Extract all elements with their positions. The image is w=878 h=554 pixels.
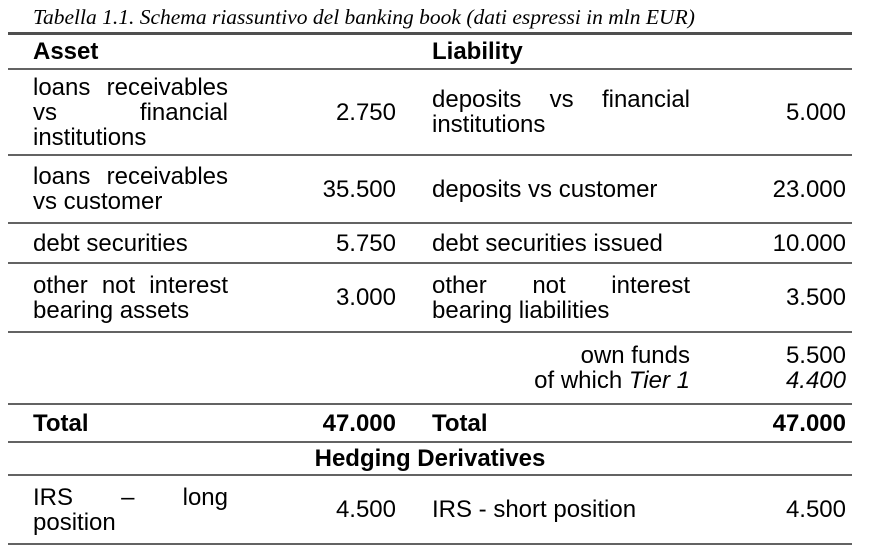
liability-value: 5.000 — [785, 98, 846, 126]
own-funds-label: own funds — [580, 342, 690, 369]
irs-short-label: IRS - short position — [432, 496, 637, 523]
liability-label: deposits vs customer — [432, 175, 658, 203]
table-row: loans receivables vs financial institution… — [8, 70, 852, 156]
total-asset-value: 47.000 — [322, 409, 396, 437]
hedging-row: IRS – long position 4.500 IRS - short pos… — [8, 476, 852, 545]
liability-label: deposits vs financial institutions — [432, 86, 690, 138]
table-row: loans receivables vs customer 35.500 depo… — [8, 156, 852, 224]
banking-book-table: Tabella 1.1. Schema riassuntivo del bank… — [8, 0, 852, 545]
tier1-text: Tier 1 — [628, 367, 690, 394]
irs-long-label: IRS – long position — [33, 483, 228, 536]
table-header-row: Asset Liability — [8, 35, 852, 70]
hedging-derivatives-header: Hedging Derivatives — [314, 445, 546, 472]
irs-short-value: 4.500 — [785, 496, 846, 523]
of-which-tier1-label: of which Tier 1 — [432, 368, 690, 393]
of-which-tier1-value: 4.400 — [785, 367, 846, 394]
asset-value: 3.000 — [335, 284, 396, 311]
column-header-asset: Asset — [33, 38, 99, 65]
table-row: other not interest bearing assets 3.000 o… — [8, 264, 852, 333]
table-row: debt securities 5.750 debt securities is… — [8, 224, 852, 264]
asset-value: 5.750 — [335, 229, 396, 257]
liability-label: debt securities issued — [432, 229, 663, 257]
table-title: Tabella 1.1. Schema riassuntivo del bank… — [8, 0, 852, 35]
column-header-liability: Liability — [432, 38, 523, 65]
liability-label: other not interest bearing liabilities — [432, 271, 690, 324]
asset-value: 2.750 — [335, 98, 396, 126]
asset-value: 35.500 — [322, 175, 396, 203]
liability-value: 23.000 — [772, 175, 846, 203]
section-header-row: Hedging Derivatives — [8, 443, 852, 476]
liability-value: 10.000 — [772, 229, 846, 257]
irs-long-value: 4.500 — [335, 496, 396, 523]
asset-label: debt securities — [33, 229, 188, 257]
asset-label: other not interest bearing assets — [33, 271, 228, 324]
total-row: Total 47.000 Total 47.000 — [8, 405, 852, 443]
total-liability-value: 47.000 — [772, 409, 846, 437]
total-liability-label: Total — [432, 409, 488, 437]
of-which-text: of which — [534, 367, 623, 394]
asset-label: loans receivables vs customer — [33, 163, 228, 215]
asset-label: loans receivables vs financial institution… — [33, 73, 228, 151]
liability-value: 3.500 — [785, 284, 846, 311]
own-funds-value: 5.500 — [785, 342, 846, 369]
own-funds-row: own funds 5.500 of which Tier 1 4.400 — [8, 333, 852, 405]
total-asset-label: Total — [33, 409, 89, 437]
